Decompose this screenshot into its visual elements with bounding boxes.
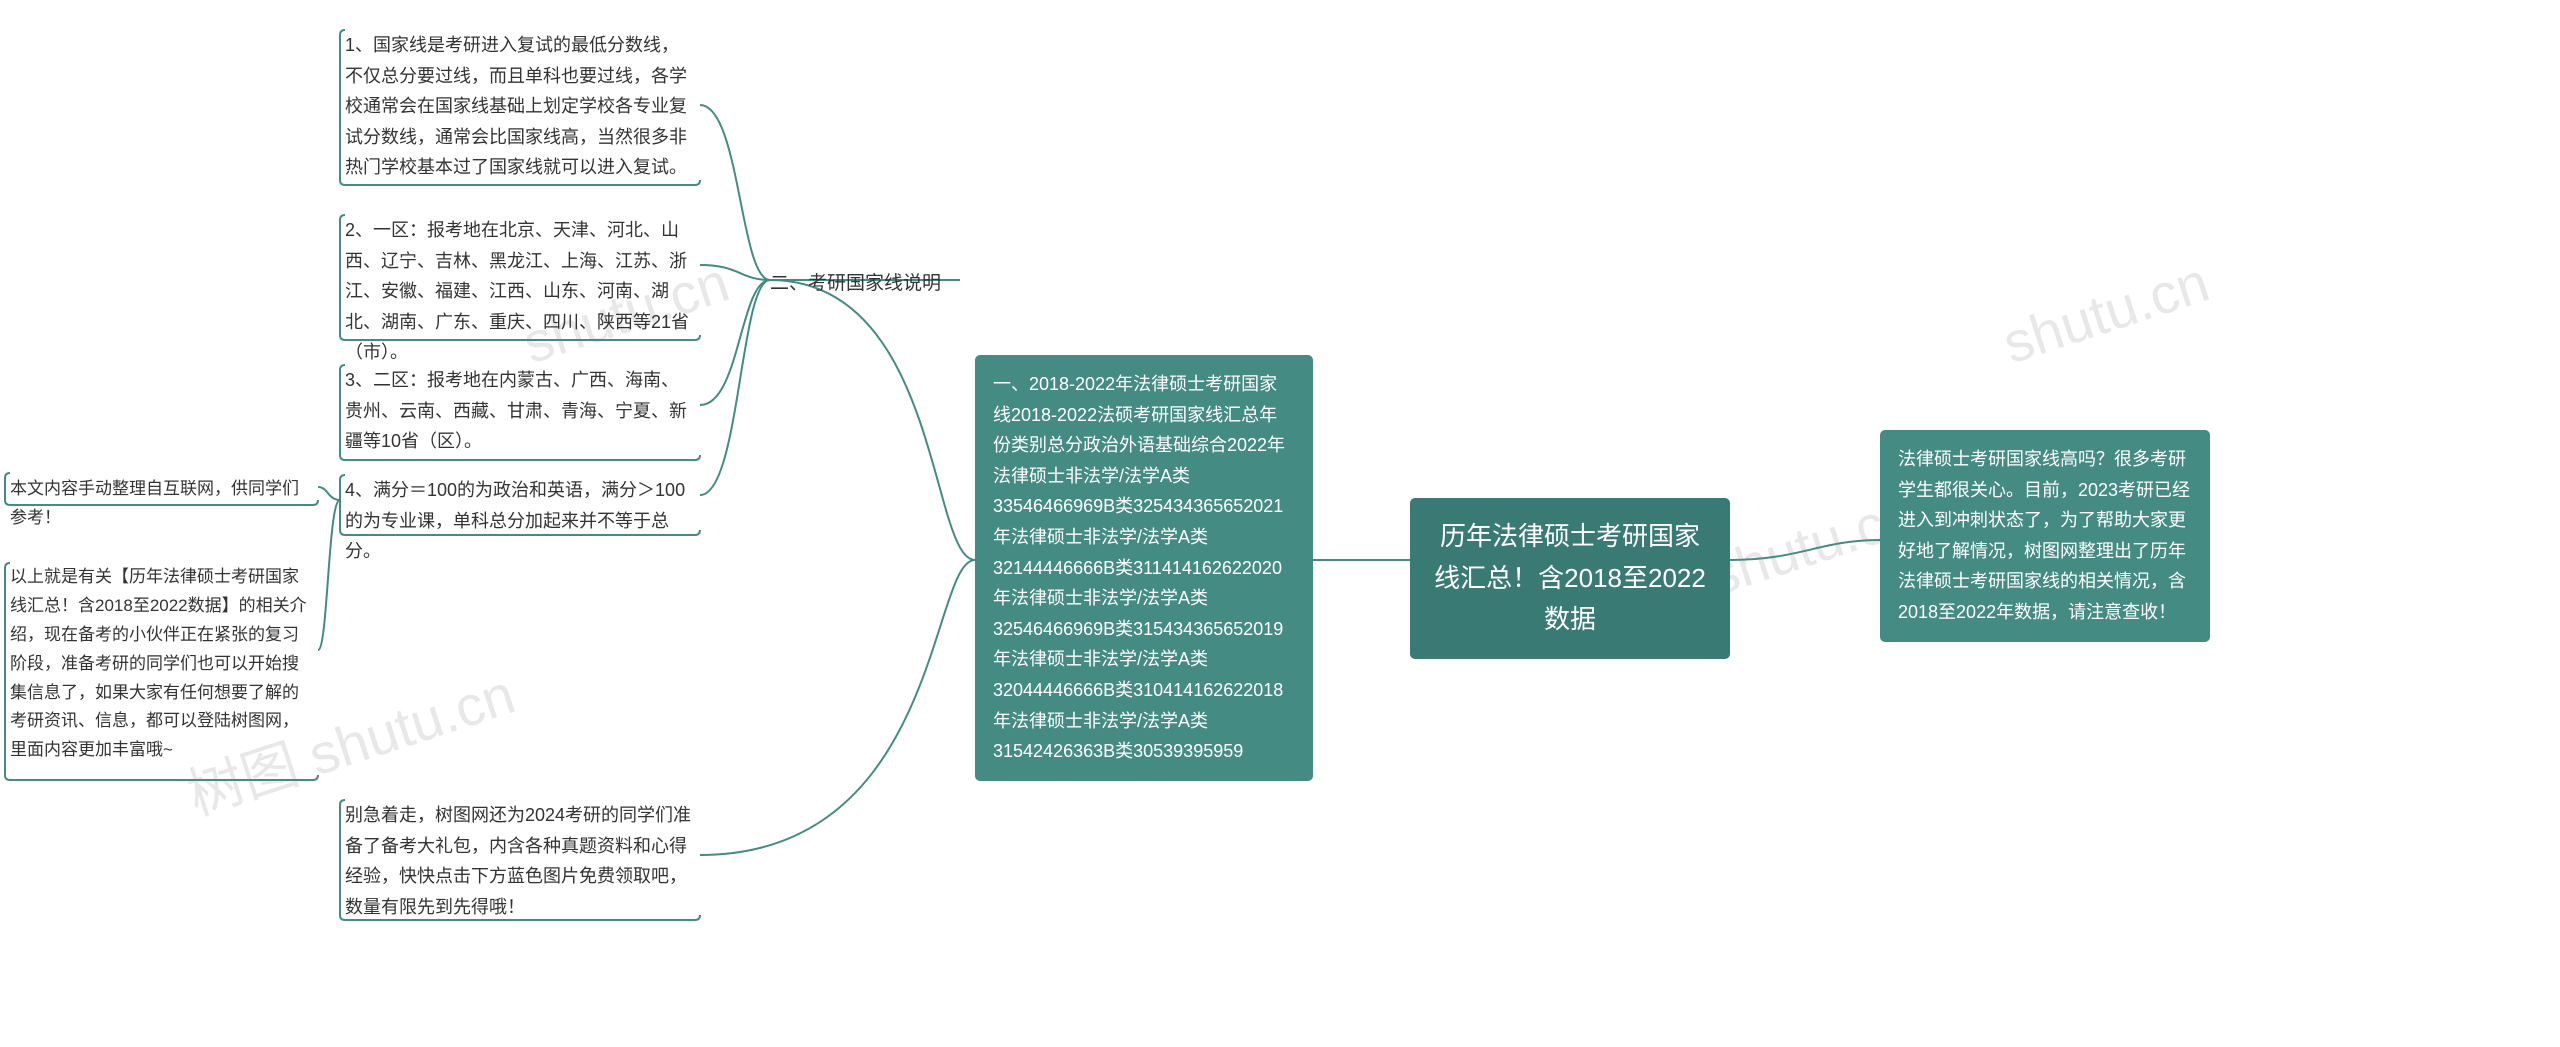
intro-node[interactable]: 法律硕士考研国家线高吗？很多考研学生都很关心。目前，2023考研已经进入到冲刺状… (1880, 430, 2210, 642)
leaf-node[interactable]: 4、满分＝100的为政治和英语，满分＞100的为专业课，单科总分加起来并不等于总… (345, 475, 695, 567)
mindmap-root[interactable]: 历年法律硕士考研国家线汇总！含2018至2022数据 (1410, 498, 1730, 659)
leaf-node[interactable]: 3、二区：报考地在内蒙古、广西、海南、贵州、云南、西藏、甘肃、青海、宁夏、新疆等… (345, 365, 695, 457)
leaf-sub-node[interactable]: 以上就是有关【历年法律硕士考研国家线汇总！含2018至2022数据】的相关介绍，… (10, 563, 315, 765)
leaf-node[interactable]: 1、国家线是考研进入复试的最低分数线，不仅总分要过线，而且单科也要过线，各学校通… (345, 30, 695, 183)
leaf-sub-node[interactable]: 本文内容手动整理自互联网，供同学们参考！ (10, 475, 315, 533)
leaf-node[interactable]: 2、一区：报考地在北京、天津、河北、山西、辽宁、吉林、黑龙江、上海、江苏、浙江、… (345, 215, 695, 368)
section1-node[interactable]: 一、2018-2022年法律硕士考研国家线2018-2022法硕考研国家线汇总年… (975, 355, 1313, 781)
section2-label[interactable]: 二、考研国家线说明 (770, 268, 941, 300)
leaf-node[interactable]: 别急着走，树图网还为2024考研的同学们准备了备考大礼包，内含各种真题资料和心得… (345, 800, 695, 922)
watermark: shutu.cn (1995, 249, 2216, 376)
